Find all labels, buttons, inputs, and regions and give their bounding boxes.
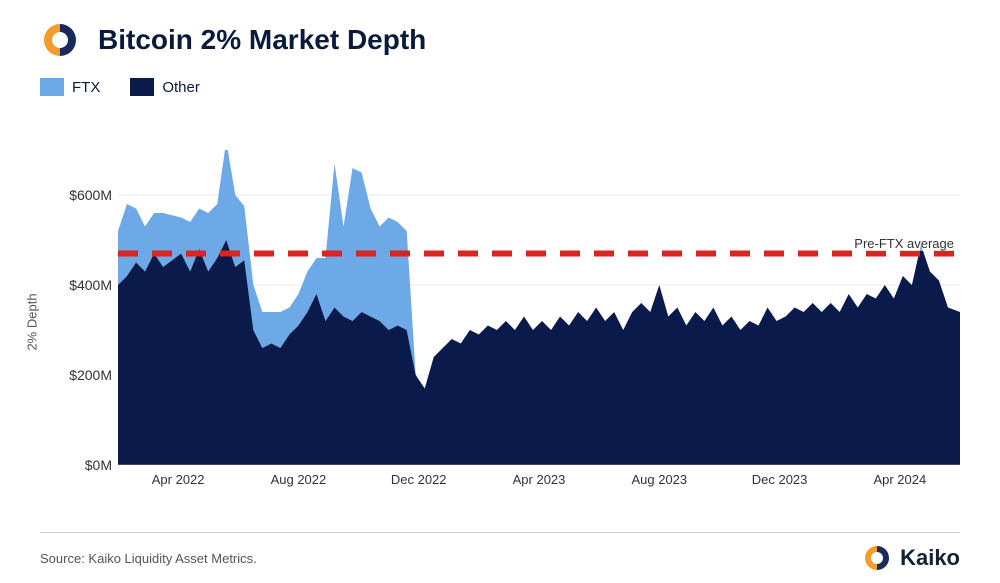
page-title: Bitcoin 2% Market Depth [98, 24, 426, 56]
x-tick-label: Apr 2023 [513, 472, 566, 487]
legend-swatch [130, 78, 154, 96]
legend: FTX Other [0, 70, 1000, 116]
x-tick-label: Aug 2022 [271, 472, 327, 487]
divider [40, 532, 960, 533]
legend-label: FTX [72, 79, 100, 96]
x-tick-label: Aug 2023 [631, 472, 687, 487]
y-tick-label: $600M [60, 187, 112, 203]
x-tick-label: Apr 2022 [152, 472, 205, 487]
kaiko-logo-icon [40, 20, 80, 60]
header: Bitcoin 2% Market Depth [0, 0, 1000, 70]
legend-item-ftx: FTX [40, 78, 100, 96]
x-tick-label: Apr 2024 [873, 472, 926, 487]
legend-item-other: Other [130, 78, 200, 96]
brand: Kaiko [862, 543, 960, 573]
x-tick-label: Dec 2022 [391, 472, 447, 487]
source-text: Source: Kaiko Liquidity Asset Metrics. [40, 551, 257, 566]
y-tick-label: $400M [60, 277, 112, 293]
y-tick-label: $200M [60, 367, 112, 383]
legend-swatch [40, 78, 64, 96]
x-tick-label: Dec 2023 [752, 472, 808, 487]
reference-line-label: Pre-FTX average [852, 236, 956, 251]
chart: 2% Depth Pre-FTX average $0M$200M$400M$6… [40, 150, 960, 493]
plot-area: Pre-FTX average [118, 150, 960, 465]
kaiko-logo-icon [862, 543, 892, 573]
y-axis-label: 2% Depth [25, 293, 40, 350]
footer: Source: Kaiko Liquidity Asset Metrics. K… [0, 543, 1000, 573]
y-tick-label: $0M [60, 457, 112, 473]
brand-text: Kaiko [900, 545, 960, 571]
legend-label: Other [162, 79, 200, 96]
